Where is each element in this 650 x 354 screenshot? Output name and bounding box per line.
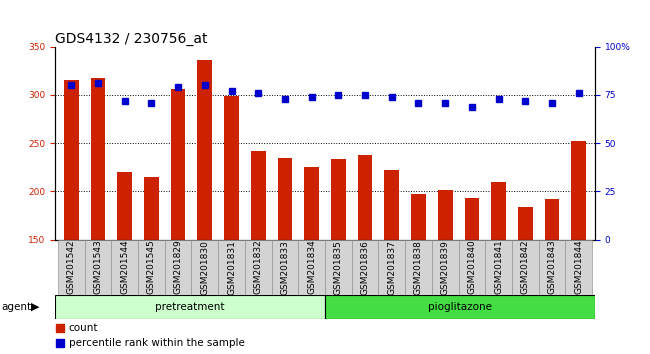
Text: pioglitazone: pioglitazone: [428, 302, 492, 312]
Text: GSM201832: GSM201832: [254, 240, 263, 295]
Text: count: count: [69, 322, 98, 332]
Bar: [58, 240, 84, 295]
Bar: [458, 240, 486, 295]
Bar: [218, 240, 245, 295]
Bar: [298, 240, 325, 295]
Bar: [512, 240, 539, 295]
Bar: [432, 240, 458, 295]
Bar: [545, 199, 560, 240]
Bar: [138, 240, 164, 295]
Bar: [224, 96, 239, 240]
Bar: [378, 240, 405, 295]
Bar: [118, 172, 132, 240]
Bar: [518, 207, 532, 240]
Text: GSM201544: GSM201544: [120, 240, 129, 295]
Bar: [352, 240, 378, 295]
Bar: [144, 177, 159, 240]
Text: GSM201840: GSM201840: [467, 240, 476, 295]
Text: ▶: ▶: [31, 302, 40, 312]
Text: GSM201830: GSM201830: [200, 240, 209, 295]
Bar: [90, 78, 105, 240]
Bar: [566, 240, 592, 295]
Bar: [64, 80, 79, 240]
Text: GSM201545: GSM201545: [147, 240, 156, 295]
Bar: [491, 182, 506, 240]
Bar: [358, 155, 372, 240]
Bar: [272, 240, 298, 295]
Text: GSM201838: GSM201838: [414, 240, 423, 295]
Bar: [486, 240, 512, 295]
Text: GSM201844: GSM201844: [574, 240, 583, 295]
Bar: [539, 240, 566, 295]
Bar: [84, 240, 111, 295]
Bar: [411, 194, 426, 240]
Text: GSM201834: GSM201834: [307, 240, 316, 295]
Text: pretreatment: pretreatment: [155, 302, 225, 312]
Bar: [251, 151, 266, 240]
Bar: [198, 60, 212, 240]
Bar: [111, 240, 138, 295]
Bar: [304, 167, 319, 240]
Bar: [325, 295, 595, 319]
Text: GSM201842: GSM201842: [521, 240, 530, 295]
Text: GSM201831: GSM201831: [227, 240, 236, 295]
Bar: [325, 240, 352, 295]
Bar: [384, 170, 399, 240]
Text: GSM201841: GSM201841: [494, 240, 503, 295]
Bar: [571, 141, 586, 240]
Bar: [55, 295, 325, 319]
Bar: [465, 198, 479, 240]
Bar: [405, 240, 432, 295]
Text: GSM201836: GSM201836: [361, 240, 370, 295]
Text: GSM201835: GSM201835: [334, 240, 343, 295]
Bar: [164, 240, 192, 295]
Text: GSM201542: GSM201542: [67, 240, 76, 295]
Bar: [438, 190, 452, 240]
Text: GSM201839: GSM201839: [441, 240, 450, 295]
Bar: [331, 159, 346, 240]
Text: percentile rank within the sample: percentile rank within the sample: [69, 338, 244, 348]
Bar: [171, 89, 185, 240]
Text: GSM201837: GSM201837: [387, 240, 396, 295]
Bar: [192, 240, 218, 295]
Text: GSM201833: GSM201833: [280, 240, 289, 295]
Text: agent: agent: [1, 302, 31, 312]
Text: GSM201843: GSM201843: [547, 240, 556, 295]
Bar: [278, 158, 292, 240]
Text: GSM201543: GSM201543: [94, 240, 103, 295]
Text: GDS4132 / 230756_at: GDS4132 / 230756_at: [55, 32, 208, 46]
Bar: [245, 240, 272, 295]
Text: GSM201829: GSM201829: [174, 240, 183, 295]
